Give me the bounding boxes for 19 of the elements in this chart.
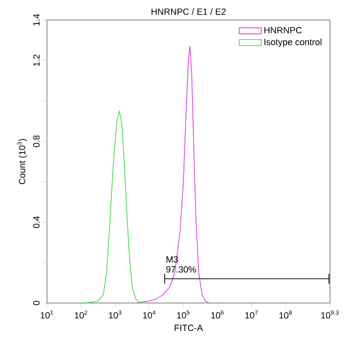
y-tick-label: 0.4: [33, 216, 40, 228]
x-tick-label: 10$^{5}$: [177, 310, 190, 318]
y-tick-label: 1.2: [33, 54, 40, 66]
x-tick-label: 10$^{7}$: [245, 310, 258, 318]
x-tick-label: 10$^{2}$: [74, 310, 88, 319]
x-tick-label: 10$^{6}$: [211, 310, 224, 319]
x-tick-label: 10$^{1}$: [40, 310, 54, 318]
x-tick-label: 10$^{9.3}$: [321, 310, 339, 319]
x-axis-title: FITC-A: [174, 324, 203, 332]
y-tick-label: 0: [33, 300, 40, 306]
x-tick-label: 10$^{8}$: [279, 310, 292, 319]
legend-label: HNRNPC: [264, 27, 302, 34]
y-axis-title: Count (10$^{3}$): [17, 138, 28, 184]
x-tick-label: 10$^{4}$: [143, 310, 156, 318]
y-tick-label: 1.4: [33, 14, 40, 26]
legend-label: Isotype control: [264, 38, 322, 47]
chart-title: HNRNPC / E1 / E2: [152, 8, 226, 15]
x-tick-label: 10$^{3}$: [108, 310, 122, 319]
y-tick-label: 0.8: [33, 135, 40, 148]
